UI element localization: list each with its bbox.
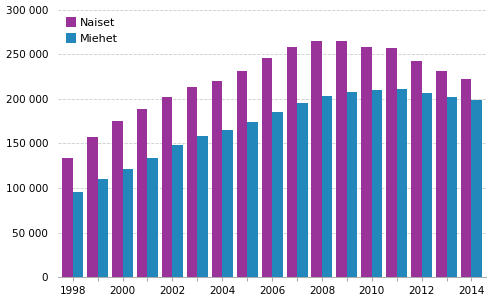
Bar bbox=[137, 109, 148, 278]
Bar bbox=[347, 92, 357, 278]
Bar bbox=[247, 122, 258, 278]
Bar bbox=[337, 41, 347, 278]
Bar bbox=[311, 41, 322, 278]
Bar bbox=[187, 87, 197, 278]
Bar bbox=[162, 97, 172, 278]
Bar bbox=[148, 158, 158, 278]
Bar bbox=[123, 169, 133, 278]
Bar bbox=[212, 81, 222, 278]
Bar bbox=[62, 158, 73, 278]
Bar bbox=[197, 136, 208, 278]
Bar bbox=[172, 145, 183, 278]
Bar bbox=[97, 179, 108, 278]
Bar bbox=[436, 71, 447, 278]
Bar bbox=[461, 79, 471, 278]
Bar bbox=[322, 96, 333, 278]
Bar bbox=[411, 61, 422, 278]
Bar bbox=[397, 89, 407, 278]
Bar bbox=[297, 103, 308, 278]
Bar bbox=[361, 47, 372, 278]
Bar bbox=[222, 130, 233, 278]
Bar bbox=[422, 93, 432, 278]
Bar bbox=[237, 71, 247, 278]
Bar bbox=[286, 47, 297, 278]
Bar bbox=[372, 90, 382, 278]
Bar bbox=[73, 192, 83, 278]
Bar bbox=[272, 112, 282, 278]
Bar bbox=[112, 121, 123, 278]
Legend: Naiset, Miehet: Naiset, Miehet bbox=[63, 15, 120, 46]
Bar bbox=[262, 58, 272, 278]
Bar bbox=[447, 97, 457, 278]
Bar bbox=[386, 48, 397, 278]
Bar bbox=[87, 137, 97, 278]
Bar bbox=[471, 100, 482, 278]
